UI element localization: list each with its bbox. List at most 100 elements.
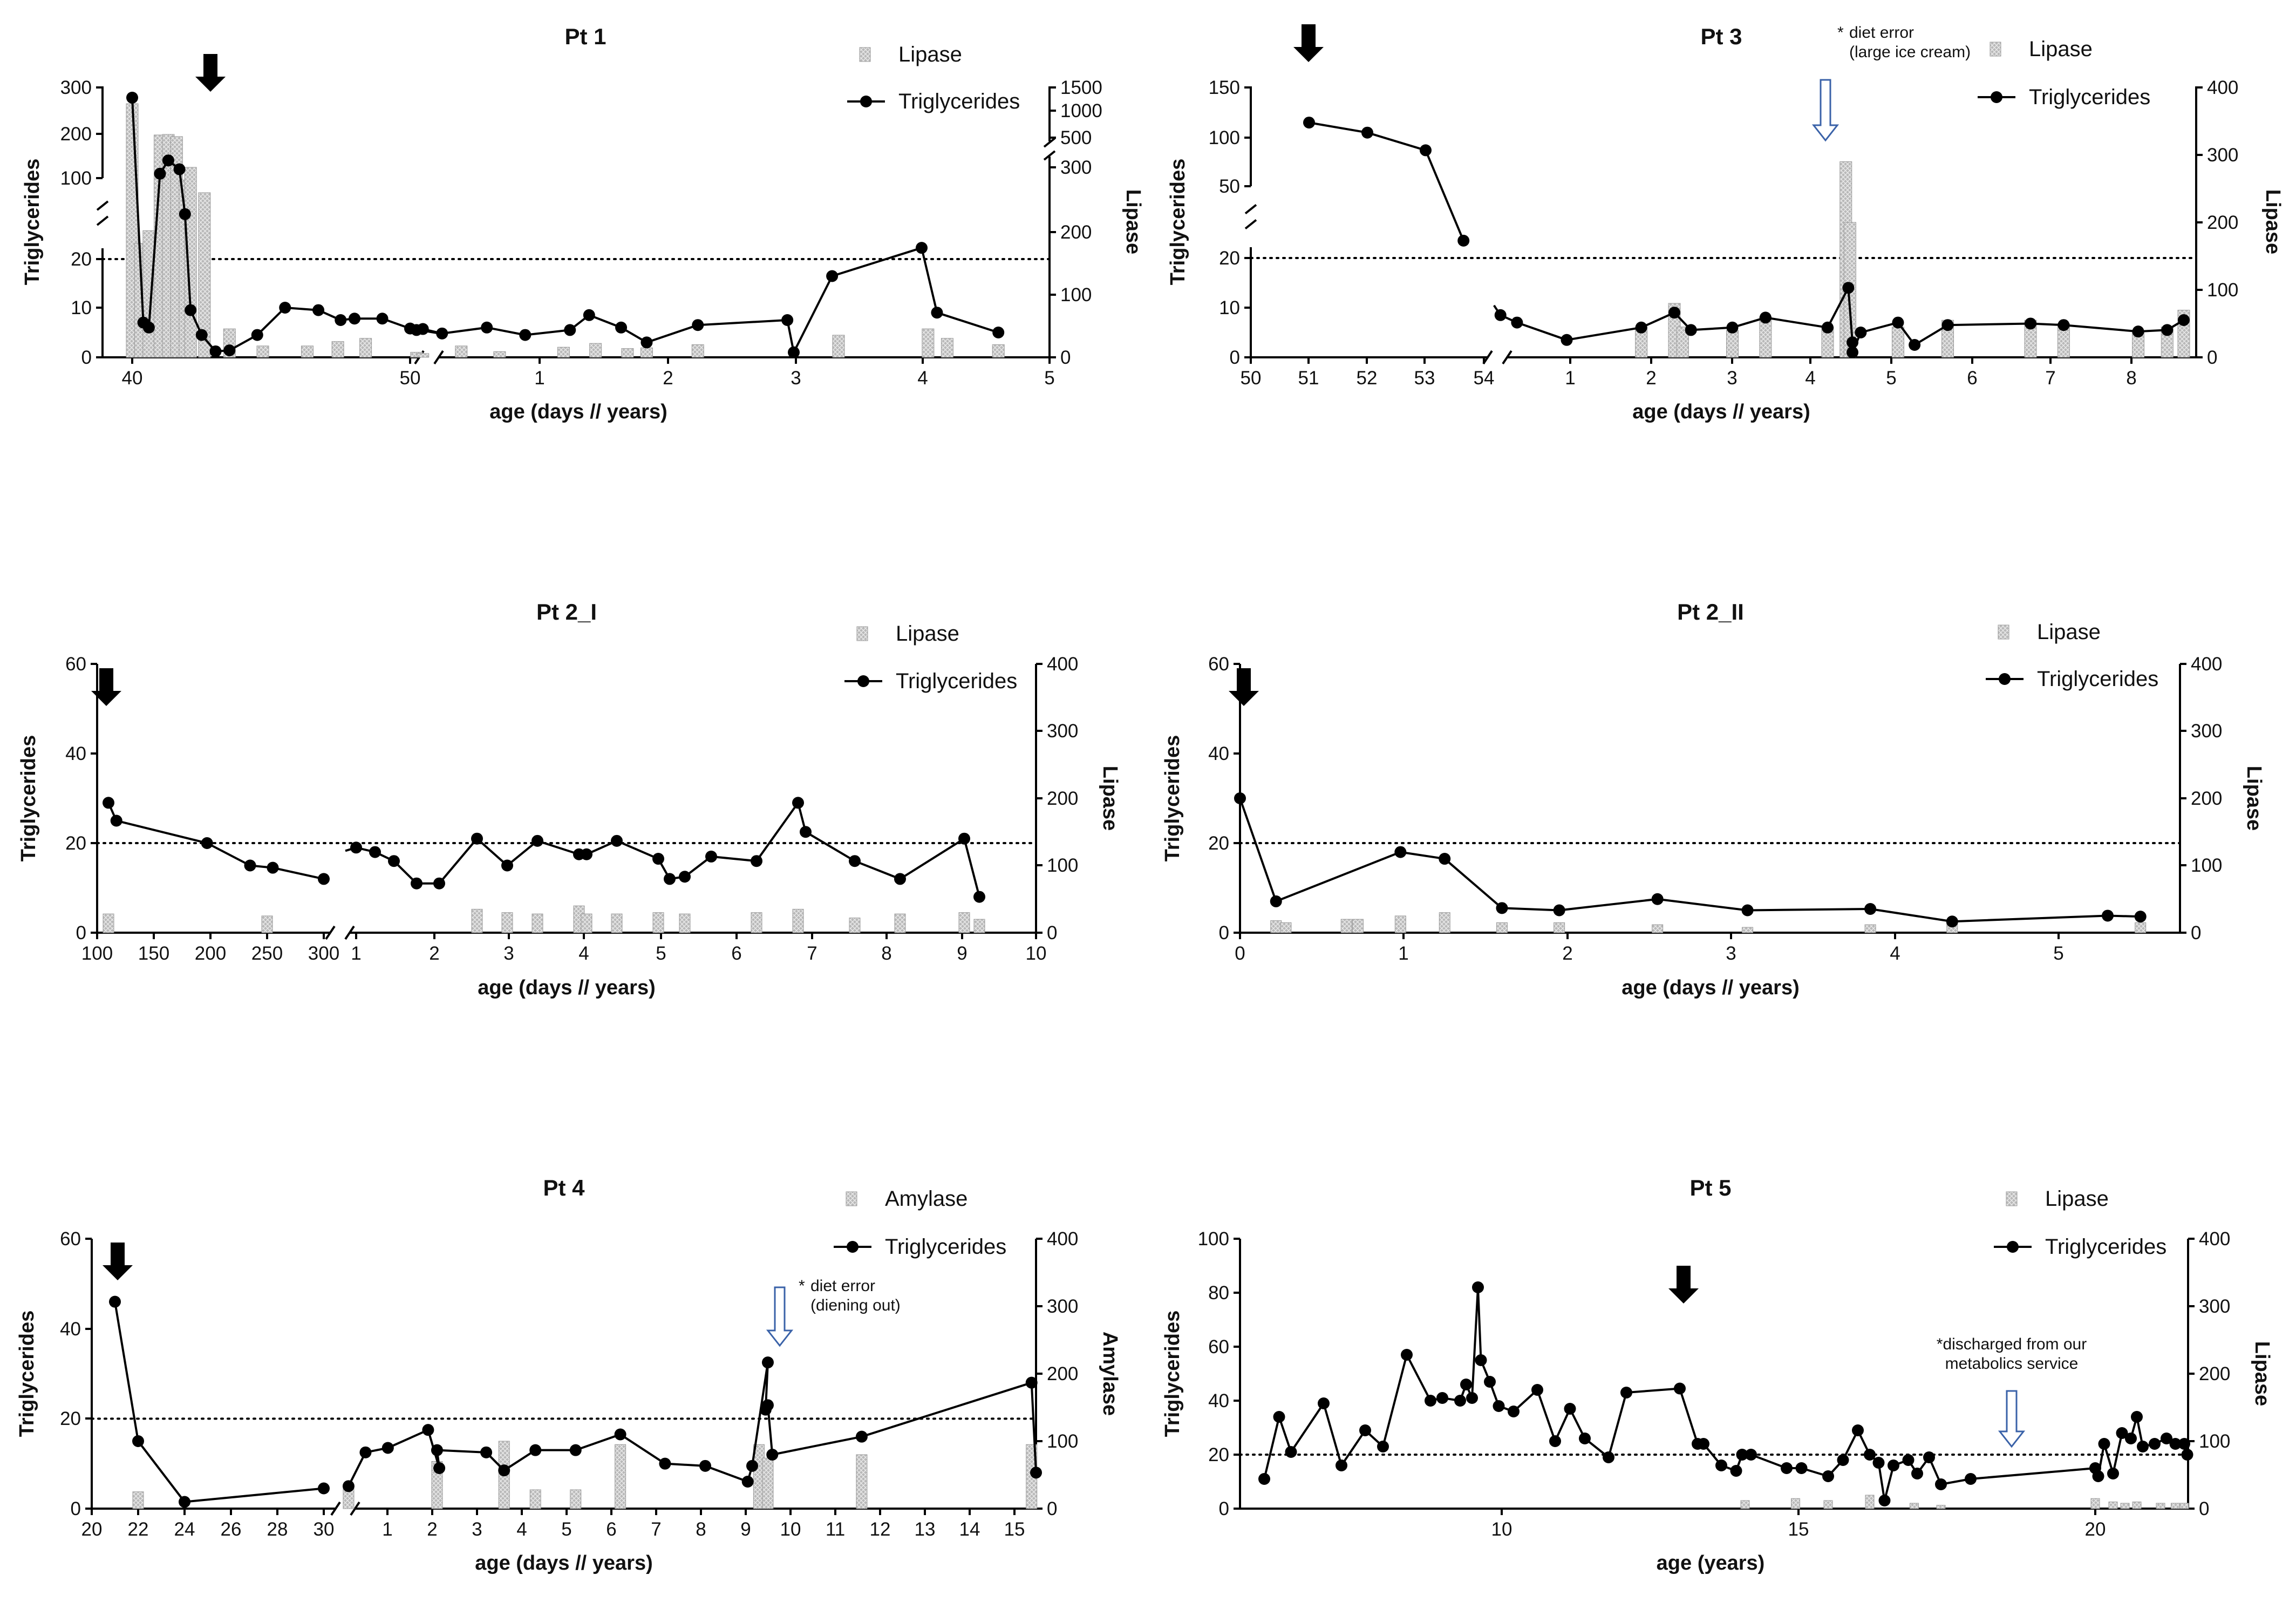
bar <box>615 1444 626 1509</box>
triglyceride-point <box>498 1464 510 1477</box>
legend-point-swatch <box>1999 673 2011 685</box>
annotation-star: * <box>1837 24 1844 42</box>
x-tick-label: 51 <box>1298 368 1319 389</box>
bar <box>331 341 344 358</box>
triglyceride-point <box>179 208 191 220</box>
y2-tick-label: 200 <box>2191 788 2222 809</box>
y2-tick-label: 300 <box>2207 145 2238 166</box>
triglyceride-point <box>223 344 236 357</box>
triglyceride-line <box>107 802 324 880</box>
x-tick-label: 1 <box>351 943 361 964</box>
y-axis-left: 0 10 20 100 200 300 Triglycerides <box>21 77 109 368</box>
bar <box>1394 915 1406 933</box>
triglyceride-point <box>2116 1427 2128 1439</box>
y-tick-label: 40 <box>1208 1390 1229 1411</box>
triglyceride-point <box>1759 311 1772 324</box>
triglyceride-point <box>1620 1387 1632 1399</box>
triglyceride-point <box>1635 321 1647 334</box>
triglyceride-point <box>2132 325 2144 338</box>
y-tick-label: 20 <box>71 249 92 270</box>
x-axis-break-mark <box>350 1501 360 1516</box>
triglyceride-point <box>173 163 186 175</box>
legend-point-swatch <box>1991 91 2002 103</box>
bar <box>103 913 114 933</box>
triglyceride-point <box>1511 316 1523 329</box>
bar <box>557 347 570 358</box>
triglyceride-point <box>1872 1457 1885 1469</box>
y-tick-label: 0 <box>1230 347 1240 368</box>
triglyceride-point <box>741 1476 754 1488</box>
x-tick-label: 13 <box>915 1519 936 1540</box>
triglyceride-point <box>1460 1379 1472 1390</box>
y2-tick-label: 300 <box>2199 1296 2230 1317</box>
bar <box>132 1491 144 1509</box>
x-tick-label: 50 <box>400 368 421 389</box>
y2-tick-label: 0 <box>1047 1498 1057 1519</box>
bar <box>589 343 602 358</box>
triglyceride-point <box>1466 1392 1478 1404</box>
y-axis-break-mark <box>96 200 109 211</box>
triglyceride-point <box>1472 1281 1484 1293</box>
triglyceride-point <box>1741 904 1754 917</box>
line-series <box>1258 1281 2193 1506</box>
triglyceride-point <box>1457 234 1470 247</box>
triglyceride-point <box>1439 853 1451 865</box>
legend-bar-swatch <box>1990 42 2001 57</box>
triglyceride-point <box>1579 1433 1591 1444</box>
triglyceride-point <box>1736 1449 1748 1461</box>
y2-tick-label: 100 <box>2199 1431 2230 1452</box>
x-tick-label: 5 <box>1886 368 1896 389</box>
triglyceride-point <box>664 873 676 885</box>
triglyceride-point <box>849 855 861 867</box>
x-tick-label: 10 <box>1026 943 1047 964</box>
y-axis-title: Triglycerides <box>17 735 40 861</box>
x-tick-label: 6 <box>731 943 741 964</box>
bar <box>2179 1503 2189 1509</box>
y-tick-label: 20 <box>60 1408 81 1429</box>
bar <box>1936 1505 1946 1509</box>
triglyceride-point <box>1837 1454 1849 1466</box>
legend: Lipase Triglycerides <box>1986 620 2158 691</box>
y-tick-label: 60 <box>1208 1336 1229 1357</box>
y2-tick-label: 100 <box>2207 280 2238 301</box>
bar <box>2090 1498 2100 1509</box>
legend: Lipase Triglycerides <box>1978 37 2150 109</box>
x-axis: 50 51 52 53 54 1 2 3 4 5 6 7 8 age (days // years) <box>1241 350 2196 423</box>
legend-bar-swatch <box>846 1191 857 1206</box>
y-tick-label: 10 <box>1219 297 1240 318</box>
triglyceride-point <box>1847 346 1859 358</box>
triglyceride-point <box>185 304 197 316</box>
x-tick-label: 3 <box>1726 943 1736 964</box>
bar <box>1910 1503 1919 1509</box>
y-axis-left: 0 20 40 60 Triglycerides <box>17 654 98 943</box>
triglyceride-point <box>1484 1376 1496 1388</box>
x-tick-label: 54 <box>1474 368 1495 389</box>
triglyceride-point <box>916 242 928 254</box>
legend-bar-swatch <box>859 47 871 62</box>
legend-bar-label: Lipase <box>898 43 962 66</box>
legend-point-swatch <box>860 96 872 107</box>
bar <box>256 345 269 358</box>
triglyceride-point <box>1715 1460 1727 1471</box>
x-tick-label: 250 <box>251 943 283 964</box>
annotation-text: diet error <box>1849 24 1914 42</box>
x-axis: 0 1 2 3 4 5 age (days // years) <box>1235 932 2180 999</box>
triglyceride-point <box>761 1399 774 1411</box>
bar <box>1352 919 1364 933</box>
triglyceride-point <box>433 1462 446 1474</box>
treatment-arrow-icon <box>103 1243 133 1280</box>
x-tick-label: 53 <box>1414 368 1435 389</box>
x-tick-label: 5 <box>2053 943 2063 964</box>
triglyceride-point <box>1842 282 1855 294</box>
triglyceride-point <box>244 859 256 872</box>
triglyceride-point <box>350 841 362 854</box>
bar <box>184 167 197 358</box>
triglyceride-point <box>1318 1397 1330 1409</box>
x-tick-label: 12 <box>870 1519 891 1540</box>
triglyceride-point <box>800 826 812 838</box>
triglyceride-point <box>201 837 213 849</box>
x-tick-label: 8 <box>696 1519 706 1540</box>
x-tick-label: 4 <box>1890 943 1900 964</box>
triglyceride-point <box>1561 334 1573 346</box>
triglyceride-point <box>1909 339 1921 351</box>
